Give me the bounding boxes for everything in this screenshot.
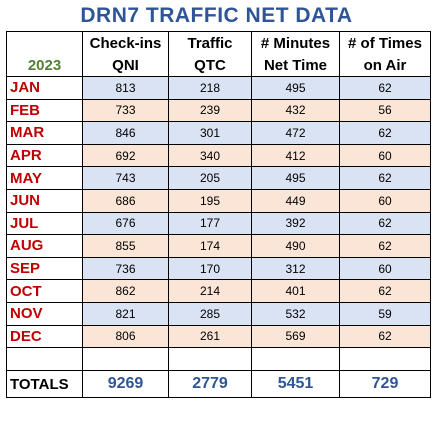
times-cell: 62	[339, 121, 431, 145]
qtc-cell: 174	[168, 234, 252, 258]
minutes-cell: 490	[251, 234, 340, 258]
table-row: APR 692 340 412 60	[6, 143, 431, 168]
times-cell: 60	[339, 143, 431, 168]
month-cell: SEP	[6, 256, 83, 281]
header-net-time: Net Time	[251, 54, 340, 77]
month-cell: NOV	[6, 301, 83, 326]
table-row: MAR 846 301 472 62	[6, 121, 431, 145]
qtc-cell: 205	[168, 166, 252, 190]
minutes-cell: 432	[251, 98, 340, 123]
month-cell: MAY	[6, 166, 83, 190]
blank-row	[6, 347, 431, 372]
blank-cell	[339, 347, 431, 372]
times-cell: 59	[339, 301, 431, 326]
blank-cell	[168, 347, 252, 372]
qni-cell: 813	[82, 76, 169, 100]
total-times: 729	[339, 370, 431, 399]
qtc-cell: 177	[168, 211, 252, 236]
blank-cell	[251, 347, 340, 372]
month-cell: AUG	[6, 234, 83, 258]
month-cell: JUL	[6, 211, 83, 236]
qtc-cell: 239	[168, 98, 252, 123]
times-cell: 60	[339, 256, 431, 281]
month-cell: JUN	[6, 188, 83, 213]
qtc-cell: 170	[168, 256, 252, 281]
minutes-cell: 392	[251, 211, 340, 236]
minutes-cell: 312	[251, 256, 340, 281]
qtc-cell: 261	[168, 324, 252, 349]
qni-cell: 855	[82, 234, 169, 258]
header-on-air: on Air	[339, 54, 431, 77]
qtc-cell: 218	[168, 76, 252, 100]
table-row: JAN 813 218 495 62	[6, 76, 431, 100]
qni-cell: 806	[82, 324, 169, 349]
month-cell: FEB	[6, 98, 83, 123]
total-minutes: 5451	[251, 370, 340, 399]
table-row: NOV 821 285 532 59	[6, 301, 431, 326]
table-body: Check-ins Traffic # Minutes # of Times 2…	[6, 31, 431, 399]
times-cell: 62	[339, 279, 431, 303]
table-row: JUN 686 195 449 60	[6, 188, 431, 213]
header-minutes: # Minutes	[251, 31, 340, 54]
header-row-1: Check-ins Traffic # Minutes # of Times	[6, 31, 431, 54]
traffic-data-table: Check-ins Traffic # Minutes # of Times 2…	[6, 31, 431, 399]
blank-cell	[82, 347, 169, 372]
minutes-cell: 449	[251, 188, 340, 213]
table-row: AUG 855 174 490 62	[6, 234, 431, 258]
minutes-cell: 472	[251, 121, 340, 145]
times-cell: 56	[339, 98, 431, 123]
total-qtc: 2779	[168, 370, 252, 399]
times-cell: 62	[339, 76, 431, 100]
minutes-cell: 401	[251, 279, 340, 303]
times-cell: 62	[339, 211, 431, 236]
month-cell: OCT	[6, 279, 83, 303]
qni-cell: 686	[82, 188, 169, 213]
table-row: OCT 862 214 401 62	[6, 279, 431, 303]
month-cell: MAR	[6, 121, 83, 145]
minutes-cell: 495	[251, 76, 340, 100]
qni-cell: 736	[82, 256, 169, 281]
table-row: MAY 743 205 495 62	[6, 166, 431, 190]
header-qni: QNI	[82, 54, 169, 77]
table-row: JUL 676 177 392 62	[6, 211, 431, 236]
qtc-cell: 285	[168, 301, 252, 326]
month-cell: APR	[6, 143, 83, 168]
qni-cell: 692	[82, 143, 169, 168]
minutes-cell: 569	[251, 324, 340, 349]
header-times: # of Times	[339, 31, 431, 54]
month-cell: DEC	[6, 324, 83, 349]
times-cell: 62	[339, 166, 431, 190]
qtc-cell: 340	[168, 143, 252, 168]
times-cell: 60	[339, 188, 431, 213]
qtc-cell: 214	[168, 279, 252, 303]
minutes-cell: 532	[251, 301, 340, 326]
year-label: 2023	[6, 54, 83, 77]
qni-cell: 846	[82, 121, 169, 145]
qni-cell: 676	[82, 211, 169, 236]
header-checkins: Check-ins	[82, 31, 169, 54]
totals-row: TOTALS 9269 2779 5451 729	[6, 370, 431, 399]
minutes-cell: 412	[251, 143, 340, 168]
minutes-cell: 495	[251, 166, 340, 190]
header-qtc: QTC	[168, 54, 252, 77]
table-row: SEP 736 170 312 60	[6, 256, 431, 281]
total-qni: 9269	[82, 370, 169, 399]
totals-label: TOTALS	[6, 370, 83, 399]
table-row: FEB 733 239 432 56	[6, 98, 431, 123]
qtc-cell: 195	[168, 188, 252, 213]
blank-cell	[6, 347, 83, 372]
month-cell: JAN	[6, 76, 83, 100]
header-corner	[6, 31, 83, 54]
header-traffic: Traffic	[168, 31, 252, 54]
qtc-cell: 301	[168, 121, 252, 145]
qni-cell: 743	[82, 166, 169, 190]
header-row-2: 2023 QNI QTC Net Time on Air	[6, 54, 431, 77]
table-row: DEC 806 261 569 62	[6, 324, 431, 349]
qni-cell: 821	[82, 301, 169, 326]
page-title: DRN7 TRAFFIC NET DATA	[80, 4, 353, 27]
times-cell: 62	[339, 324, 431, 349]
times-cell: 62	[339, 234, 431, 258]
qni-cell: 862	[82, 279, 169, 303]
qni-cell: 733	[82, 98, 169, 123]
